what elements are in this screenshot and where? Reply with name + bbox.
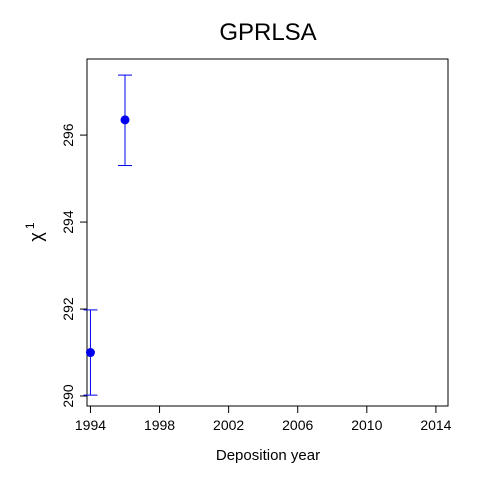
data-point: [85, 348, 95, 358]
y-tick-label: 292: [60, 297, 76, 321]
y-tick-label: 294: [60, 210, 76, 234]
x-tick-label: 1998: [144, 417, 175, 433]
y-axis-label-text: χ: [26, 232, 46, 242]
y-axis-label: χ1: [23, 222, 46, 241]
y-tick-label: 296: [60, 123, 76, 147]
chart-title: GPRLSA: [219, 19, 316, 46]
x-tick-label: 2002: [213, 417, 244, 433]
y-axis-label-group: χ1: [23, 222, 46, 241]
data-point: [120, 115, 130, 125]
x-tick-label: 2006: [282, 417, 313, 433]
y-axis-label-superscript: 1: [23, 222, 37, 229]
y-tick-label: 290: [60, 384, 76, 408]
x-tick-label: 2014: [420, 417, 451, 433]
x-tick-label: 2010: [351, 417, 382, 433]
x-axis-label: Deposition year: [216, 447, 320, 464]
y-axis: 290 292 294 296: [60, 123, 88, 408]
data-marks: [83, 74, 132, 396]
plot-frame: [86, 58, 449, 407]
x-tick-label: 1994: [75, 417, 106, 433]
x-axis: 1994 1998 2002 2006 2010 2014: [75, 405, 452, 433]
